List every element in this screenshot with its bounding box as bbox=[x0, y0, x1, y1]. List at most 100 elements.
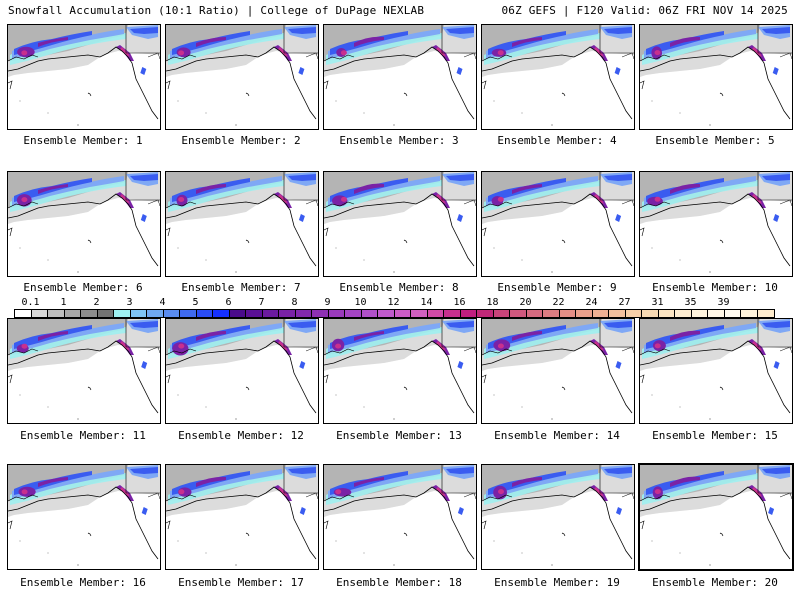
colorbar-tick-label: 35 bbox=[684, 297, 697, 308]
colorbar-tick-label: 18 bbox=[486, 297, 499, 308]
ensemble-member-map[interactable] bbox=[165, 318, 319, 424]
colorbar-swatch bbox=[361, 310, 378, 317]
colorbar-swatch bbox=[196, 310, 213, 317]
colorbar-swatch bbox=[246, 310, 263, 317]
ensemble-member-map[interactable] bbox=[481, 24, 635, 130]
run-info: 06Z GEFS | F120 Valid: 06Z FRI NOV 14 20… bbox=[501, 4, 788, 17]
colorbar-tick-label: 14 bbox=[420, 297, 433, 308]
colorbar-swatch bbox=[130, 310, 147, 317]
ensemble-member-label: Ensemble Member: 14 bbox=[494, 429, 620, 442]
colorbar-swatch bbox=[31, 310, 48, 317]
colorbar-swatch bbox=[477, 310, 494, 317]
colorbar-swatch bbox=[658, 310, 675, 317]
colorbar-tick-label: 3 bbox=[126, 297, 133, 308]
colorbar-swatch bbox=[262, 310, 279, 317]
ensemble-member-map[interactable] bbox=[481, 171, 635, 277]
colorbar-swatch bbox=[64, 310, 81, 317]
ensemble-member-label: Ensemble Member: 10 bbox=[652, 281, 778, 294]
colorbar-swatch bbox=[691, 310, 708, 317]
ensemble-member-map[interactable] bbox=[481, 318, 635, 424]
ensemble-member-map[interactable] bbox=[323, 24, 477, 130]
ensemble-member-label: Ensemble Member: 17 bbox=[178, 576, 304, 589]
colorbar-tick-label: 22 bbox=[552, 297, 565, 308]
colorbar-tick-label: 6 bbox=[225, 297, 232, 308]
ensemble-member-label: Ensemble Member: 9 bbox=[497, 281, 617, 294]
ensemble-member-map[interactable] bbox=[639, 464, 793, 570]
colorbar-tick-label: 24 bbox=[585, 297, 598, 308]
ensemble-member-map[interactable] bbox=[323, 171, 477, 277]
colorbar-swatch bbox=[675, 310, 692, 317]
colorbar-tick-label: 5 bbox=[192, 297, 199, 308]
ensemble-member-map[interactable] bbox=[7, 464, 161, 570]
colorbar-swatch bbox=[345, 310, 362, 317]
ensemble-member-map[interactable] bbox=[639, 171, 793, 277]
colorbar bbox=[14, 309, 775, 318]
colorbar-swatch bbox=[394, 310, 411, 317]
colorbar-tick-label: 27 bbox=[618, 297, 631, 308]
colorbar-swatch bbox=[741, 310, 758, 317]
ensemble-member-label: Ensemble Member: 12 bbox=[178, 429, 304, 442]
colorbar-swatch bbox=[460, 310, 477, 317]
ensemble-member-map[interactable] bbox=[639, 24, 793, 130]
ensemble-member-label: Ensemble Member: 18 bbox=[336, 576, 462, 589]
ensemble-member-map[interactable] bbox=[323, 464, 477, 570]
colorbar-swatch bbox=[444, 310, 461, 317]
colorbar-tick-label: 0.1 bbox=[21, 297, 40, 308]
colorbar-swatch bbox=[180, 310, 197, 317]
colorbar-swatch bbox=[15, 310, 32, 317]
colorbar-swatch bbox=[81, 310, 98, 317]
colorbar-swatch bbox=[543, 310, 560, 317]
ensemble-member-map[interactable] bbox=[165, 171, 319, 277]
ensemble-member-map[interactable] bbox=[323, 318, 477, 424]
colorbar-tick-label: 8 bbox=[291, 297, 298, 308]
ensemble-member-map[interactable] bbox=[165, 24, 319, 130]
colorbar-tick-label: 16 bbox=[453, 297, 466, 308]
ensemble-member-label: Ensemble Member: 5 bbox=[655, 134, 775, 147]
ensemble-member-label: Ensemble Member: 8 bbox=[339, 281, 459, 294]
colorbar-tick-label: 12 bbox=[387, 297, 400, 308]
colorbar-swatch bbox=[757, 310, 774, 317]
colorbar-swatch bbox=[295, 310, 312, 317]
colorbar-swatch bbox=[576, 310, 593, 317]
colorbar-swatch bbox=[559, 310, 576, 317]
colorbar-swatch bbox=[114, 310, 131, 317]
ensemble-member-label: Ensemble Member: 15 bbox=[652, 429, 778, 442]
colorbar-ticks: 0.1 1 2 3 4 5 6 7 8 9 10 12 14 16 18 20 22 24 27 31 35 39 bbox=[14, 297, 786, 309]
ensemble-member-label: Ensemble Member: 3 bbox=[339, 134, 459, 147]
colorbar-tick-label: 2 bbox=[93, 297, 100, 308]
ensemble-member-label: Ensemble Member: 1 bbox=[23, 134, 143, 147]
colorbar-tick-label: 20 bbox=[519, 297, 532, 308]
colorbar-swatch bbox=[147, 310, 164, 317]
ensemble-member-map[interactable] bbox=[639, 318, 793, 424]
colorbar-swatch bbox=[526, 310, 543, 317]
ensemble-member-map[interactable] bbox=[7, 24, 161, 130]
ensemble-member-label: Ensemble Member: 11 bbox=[20, 429, 146, 442]
ensemble-member-label: Ensemble Member: 6 bbox=[23, 281, 143, 294]
colorbar-swatch bbox=[642, 310, 659, 317]
map-title: Snowfall Accumulation (10:1 Ratio) | Col… bbox=[8, 4, 425, 17]
ensemble-member-map[interactable] bbox=[481, 464, 635, 570]
colorbar-tick-label: 9 bbox=[324, 297, 331, 308]
colorbar-swatch bbox=[312, 310, 329, 317]
colorbar-swatch bbox=[592, 310, 609, 317]
colorbar-swatch bbox=[163, 310, 180, 317]
colorbar-tick-label: 10 bbox=[354, 297, 367, 308]
colorbar-tick-label: 4 bbox=[159, 297, 166, 308]
colorbar-swatch bbox=[328, 310, 345, 317]
colorbar-swatch bbox=[625, 310, 642, 317]
ensemble-member-map[interactable] bbox=[7, 171, 161, 277]
colorbar-tick-label: 1 bbox=[60, 297, 67, 308]
colorbar-tick-label: 31 bbox=[651, 297, 664, 308]
colorbar-swatch bbox=[411, 310, 428, 317]
colorbar-swatch bbox=[279, 310, 296, 317]
colorbar-swatch bbox=[97, 310, 114, 317]
colorbar-swatch bbox=[708, 310, 725, 317]
ensemble-member-label: Ensemble Member: 13 bbox=[336, 429, 462, 442]
colorbar-swatch bbox=[609, 310, 626, 317]
colorbar-swatch bbox=[724, 310, 741, 317]
ensemble-member-map[interactable] bbox=[165, 464, 319, 570]
colorbar-tick-label: 7 bbox=[258, 297, 265, 308]
ensemble-member-label: Ensemble Member: 2 bbox=[181, 134, 301, 147]
ensemble-member-label: Ensemble Member: 16 bbox=[20, 576, 146, 589]
ensemble-member-map[interactable] bbox=[7, 318, 161, 424]
